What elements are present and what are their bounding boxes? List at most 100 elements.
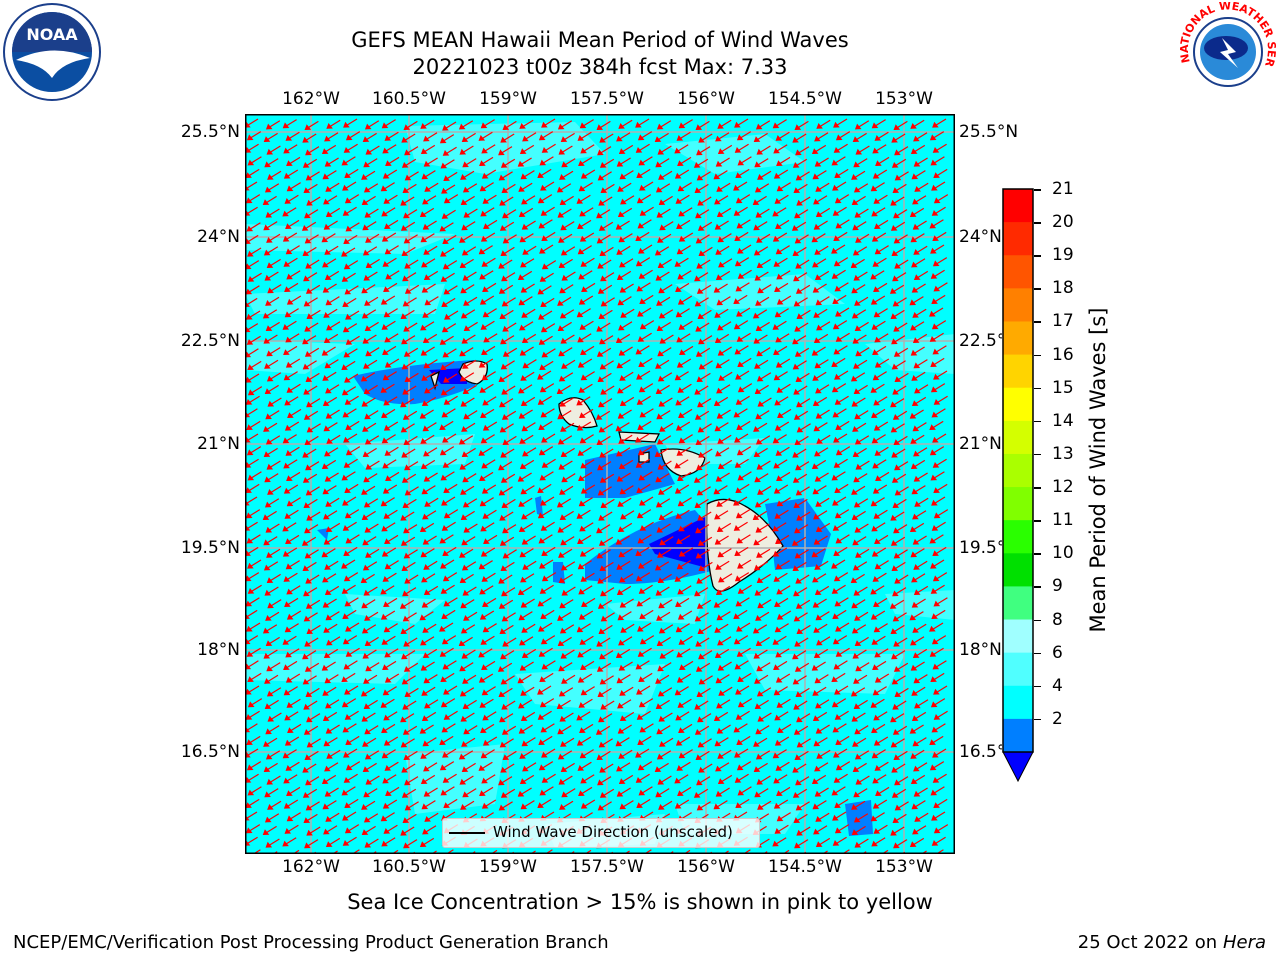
wave-direction-arrowhead	[344, 288, 352, 295]
legend-line-icon	[449, 832, 485, 834]
colorbar-tick-mark	[1034, 453, 1041, 456]
wave-direction-arrowhead	[831, 361, 838, 368]
wave-direction-arrowhead	[481, 462, 488, 469]
wave-direction-arrowhead	[440, 275, 448, 282]
wave-direction-arrowhead	[616, 160, 624, 167]
wave-direction-arrowhead	[835, 310, 842, 317]
wave-direction-arrowhead	[266, 236, 273, 243]
wave-direction-arrowhead	[835, 134, 843, 141]
wave-direction-arrowhead	[891, 338, 898, 345]
wave-direction-arrowhead	[713, 173, 721, 180]
wave-direction-arrowhead	[265, 438, 273, 445]
wave-direction-arrowhead	[776, 386, 784, 393]
wave-direction-arrowhead	[501, 388, 508, 395]
wave-direction-arrowhead	[401, 338, 408, 345]
wave-direction-arrowhead	[262, 199, 270, 206]
wave-direction-arrowhead	[815, 185, 822, 192]
wave-direction-arrowhead	[384, 223, 391, 230]
wave-direction-arrowhead	[380, 386, 388, 393]
wave-direction-arrowhead	[498, 174, 506, 181]
wave-direction-arrowhead	[361, 199, 369, 206]
wave-direction-arrowhead	[580, 349, 587, 356]
wave-direction-arrowhead	[734, 146, 742, 153]
wave-direction-arrowhead	[655, 274, 663, 281]
wave-direction-arrowhead	[891, 161, 899, 168]
wave-direction-arrowhead	[404, 287, 412, 294]
wave-direction-arrowhead	[910, 236, 918, 243]
wave-direction-arrowhead	[600, 187, 608, 194]
wave-direction-arrowhead	[811, 148, 819, 155]
wave-direction-arrowhead	[639, 298, 646, 305]
wave-direction-arrowhead	[910, 463, 918, 470]
wave-direction-arrowhead	[344, 376, 351, 383]
map-panel	[245, 114, 955, 854]
wave-direction-arrowhead	[616, 135, 623, 142]
wave-direction-arrowhead	[343, 263, 351, 270]
wave-direction-arrowhead	[855, 463, 863, 470]
wave-direction-arrowhead	[772, 122, 780, 129]
wave-direction-arrowhead	[578, 185, 586, 192]
wave-direction-arrowhead	[286, 273, 293, 280]
wave-direction-arrowhead	[421, 261, 428, 268]
wave-direction-arrowhead	[635, 121, 642, 128]
wave-direction-arrowhead	[776, 160, 783, 167]
colorbar-bin	[1003, 189, 1033, 223]
wave-direction-arrowhead	[599, 476, 607, 483]
wave-direction-arrowhead	[930, 386, 938, 393]
wave-direction-arrowhead	[775, 361, 783, 368]
wave-direction-arrowhead	[851, 287, 858, 294]
wave-direction-arrowhead	[659, 425, 666, 432]
wave-direction-arrowhead	[305, 262, 312, 269]
wave-direction-arrowhead	[519, 324, 526, 331]
wave-direction-arrowhead	[482, 399, 489, 406]
wave-direction-arrowhead	[285, 134, 293, 141]
wave-direction-arrowhead	[794, 212, 801, 219]
wave-direction-arrowhead	[616, 248, 623, 255]
wave-direction-arrowhead	[755, 211, 763, 218]
wave-direction-arrowhead	[419, 412, 427, 419]
wave-direction-arrowhead	[361, 400, 369, 407]
wave-direction-arrowhead	[480, 437, 488, 444]
wave-direction-arrowhead	[479, 160, 486, 167]
wave-direction-arrowhead	[772, 437, 780, 444]
wave-direction-arrowhead	[637, 310, 644, 317]
wave-direction-arrowhead	[619, 261, 626, 268]
wave-direction-arrowhead	[246, 338, 254, 345]
wave-direction-arrowhead	[795, 149, 802, 156]
wave-direction-arrowhead	[736, 222, 744, 229]
wave-direction-arrowhead	[658, 199, 666, 206]
wave-direction-arrowhead	[811, 463, 819, 470]
wave-direction-arrowhead	[577, 248, 585, 255]
lat-tick-left: 19.5°N	[180, 538, 240, 558]
wave-direction-arrowhead	[345, 225, 353, 232]
wave-direction-arrowhead	[305, 464, 312, 471]
wave-direction-arrowhead	[678, 235, 686, 242]
wave-direction-arrowhead	[537, 373, 544, 380]
wave-direction-arrowhead	[714, 425, 722, 432]
wave-direction-arrowhead	[913, 450, 920, 457]
wave-direction-arrowhead	[635, 461, 643, 468]
wave-direction-arrowhead	[893, 325, 900, 332]
wave-direction-arrowhead	[321, 148, 329, 155]
wave-direction-arrowhead	[538, 134, 546, 141]
wave-direction-arrowhead	[539, 364, 546, 371]
wave-direction-arrowhead	[442, 263, 450, 270]
wave-direction-arrowhead	[302, 161, 310, 168]
wave-direction-arrowhead	[796, 401, 803, 408]
wave-direction-arrowhead	[636, 197, 644, 204]
wave-direction-arrowhead	[757, 173, 764, 180]
wave-direction-arrowhead	[421, 400, 429, 407]
wave-direction-arrowhead	[539, 474, 547, 481]
wave-direction-arrowhead	[285, 248, 293, 255]
wave-direction-arrowhead	[852, 224, 859, 231]
wave-direction-arrowhead	[596, 439, 604, 446]
colorbar-bin	[1003, 685, 1033, 720]
wave-direction-arrowhead	[792, 136, 799, 143]
wave-direction-arrowhead	[755, 438, 763, 445]
wave-direction-arrowhead	[696, 174, 704, 181]
lon-tick-top: 153°W	[875, 89, 933, 109]
wave-direction-arrowhead	[282, 210, 289, 217]
wave-direction-arrowhead	[302, 363, 310, 370]
wave-direction-arrowhead	[695, 439, 703, 446]
wave-direction-arrowhead	[364, 413, 371, 420]
